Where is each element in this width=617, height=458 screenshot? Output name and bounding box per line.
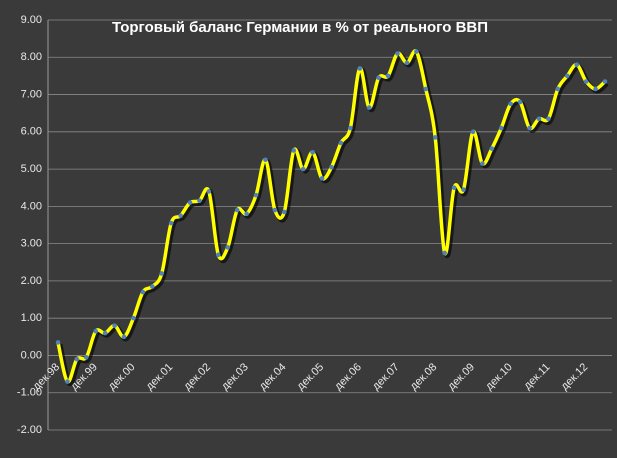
point [329,164,334,170]
point [65,379,70,384]
point [282,209,287,215]
y-tick-label: 1.00 [21,312,42,324]
point [376,75,381,81]
point [234,207,240,213]
point [102,330,108,336]
point [536,116,542,122]
point [498,125,504,131]
point [121,334,127,340]
point [291,148,297,153]
point [574,62,580,68]
point [140,289,146,295]
point [385,73,391,79]
y-tick-label: 4.00 [21,200,42,212]
point [244,211,249,217]
point [546,116,551,122]
point [319,176,325,181]
point [263,157,268,163]
point [168,220,174,226]
point [395,51,400,56]
point [206,189,212,194]
point [593,86,598,92]
point [348,125,353,131]
point [489,146,495,151]
y-tick-label: 0.00 [21,349,42,361]
point [178,213,183,218]
point [517,99,523,105]
point [93,328,99,334]
point [602,79,608,84]
point [527,125,532,131]
point [272,207,278,213]
point [423,86,429,92]
point [564,73,570,79]
point [150,284,155,289]
y-tick-label: 6.00 [21,126,42,138]
y-tick-label: 9.00 [21,14,42,26]
line-shadow [57,50,609,387]
point [555,86,561,92]
point [442,250,447,256]
point [432,135,438,140]
point [216,252,221,258]
point [404,60,410,66]
y-tick-label: 5.00 [21,163,42,175]
point [338,140,344,146]
point [159,271,165,276]
point [357,66,363,71]
chart-title: Торговый баланс Германии в % от реальног… [112,19,488,36]
point [225,245,231,250]
y-tick-label: 3.00 [21,238,42,250]
point [451,185,457,191]
y-tick-label: 8.00 [21,51,42,63]
point [480,161,485,166]
y-tick-label: 7.00 [21,88,42,100]
point [366,105,372,110]
y-tick-label: -1.00 [17,387,42,399]
point [300,166,306,172]
point [461,187,466,192]
point [131,315,136,321]
point [253,192,259,198]
point [55,340,61,345]
point [470,129,476,135]
point [83,355,89,360]
point [74,356,80,362]
point [508,101,513,107]
point [112,323,117,328]
point [187,200,193,205]
point [414,49,419,54]
point [197,198,202,204]
point [583,79,589,84]
point [310,150,315,155]
y-tick-label: 2.00 [21,275,42,287]
y-tick-label: -2.00 [17,424,42,436]
